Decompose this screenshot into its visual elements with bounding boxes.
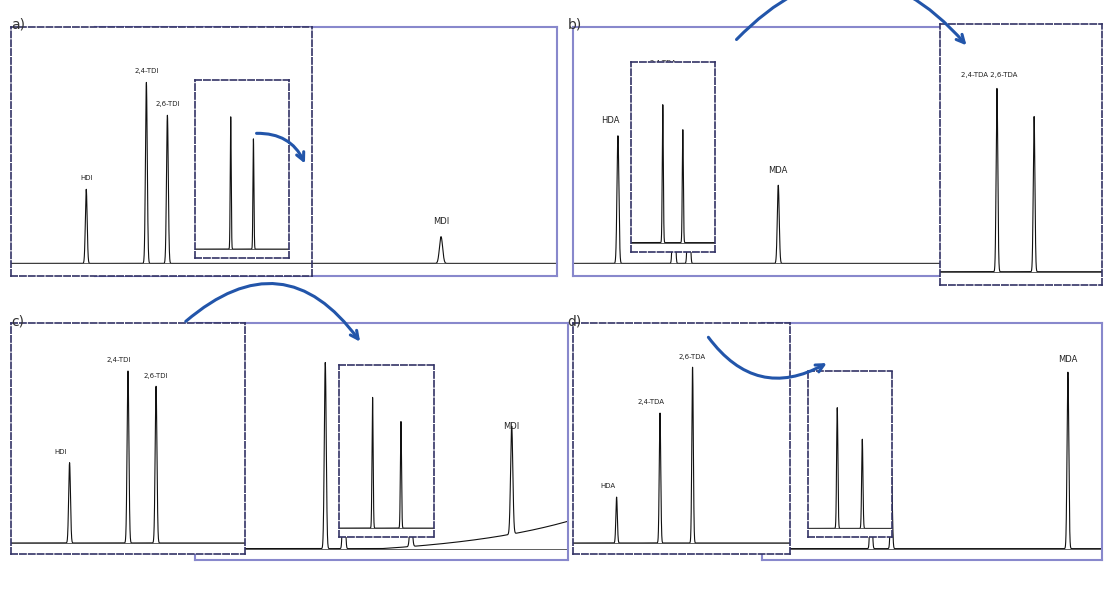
Text: 2,6-TDA: 2,6-TDA — [649, 76, 677, 82]
Text: HDI: HDI — [53, 449, 67, 455]
Text: HDA: HDA — [600, 483, 615, 489]
Text: MDI: MDI — [503, 422, 520, 431]
Text: MDI: MDI — [433, 218, 450, 227]
Text: 2,4-TDA 2,6-TDA: 2,4-TDA 2,6-TDA — [961, 72, 1017, 78]
Text: 2,4-TDA: 2,4-TDA — [649, 60, 677, 66]
Text: HDI: HDI — [80, 175, 92, 181]
Text: 2,6-TDI: 2,6-TDI — [155, 101, 179, 107]
Text: MDA: MDA — [1058, 355, 1077, 364]
Text: MDA: MDA — [769, 166, 788, 175]
Text: b): b) — [568, 18, 582, 32]
Text: NI(IS): NI(IS) — [407, 490, 430, 500]
Text: a): a) — [11, 18, 26, 32]
Text: d): d) — [568, 314, 582, 329]
Text: HDA: HDA — [601, 116, 620, 126]
Text: 2,4-TDI: 2,4-TDI — [135, 68, 158, 74]
Text: NI(IS): NI(IS) — [221, 57, 245, 66]
Text: 2,4-TDA: 2,4-TDA — [638, 399, 664, 406]
Text: c): c) — [11, 314, 24, 329]
Text: 2,4-TDI: 2,4-TDI — [107, 358, 131, 364]
Text: 2,6-TDA: 2,6-TDA — [679, 353, 706, 359]
Text: 2,6-TDI: 2,6-TDI — [144, 372, 168, 378]
